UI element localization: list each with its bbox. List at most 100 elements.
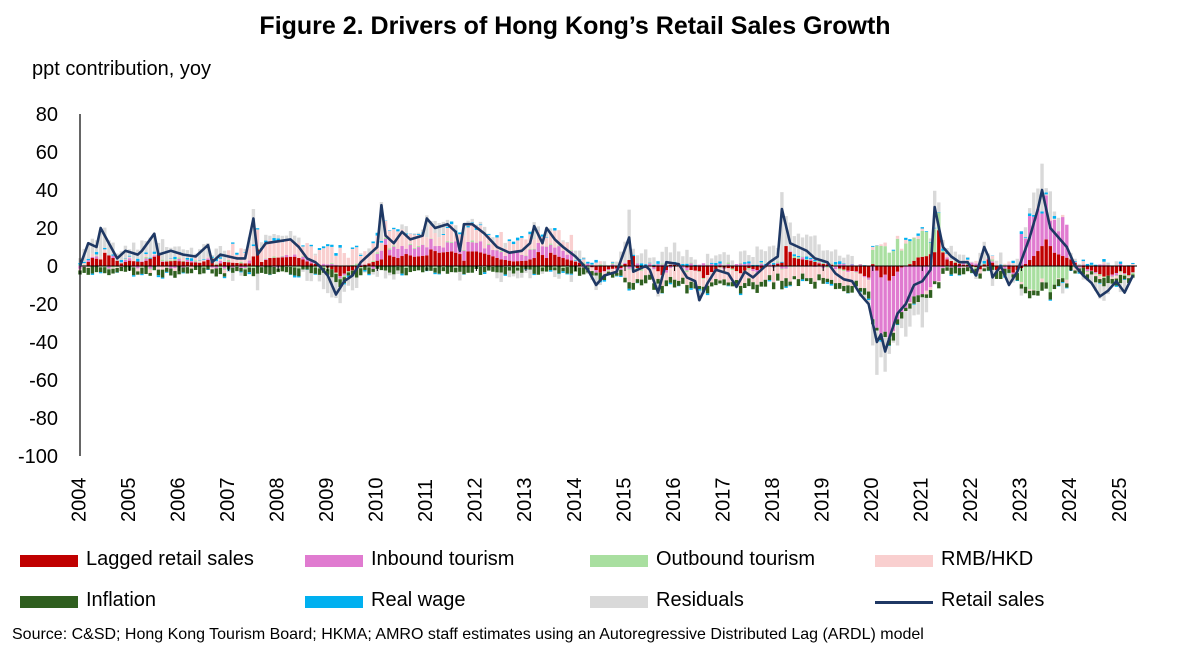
bar-residuals <box>821 250 825 263</box>
bar-residuals <box>148 237 152 258</box>
bar-rmb-hkd <box>1048 216 1052 221</box>
bar-residuals <box>974 276 978 279</box>
bar-residuals <box>1122 280 1127 292</box>
bar-lagged-retail-sales <box>1106 266 1110 276</box>
bar-real-wage <box>503 274 507 276</box>
bar-real-wage <box>557 273 561 275</box>
bar-outbound-tourism <box>557 245 561 247</box>
bar-lagged-retail-sales <box>838 266 842 269</box>
bar-stack <box>850 255 854 293</box>
bar-residuals <box>800 237 805 257</box>
bar-inflation <box>697 286 702 289</box>
bar-real-wage <box>371 241 375 244</box>
bar-lagged-retail-sales <box>875 266 879 271</box>
bar-inflation <box>264 266 268 274</box>
bar-inflation <box>582 267 586 275</box>
bar-real-wage <box>156 275 161 278</box>
bar-lagged-retail-sales <box>160 262 165 266</box>
bar-real-wage <box>218 257 223 259</box>
bar-inflation <box>231 267 235 273</box>
bar-lagged-retail-sales <box>136 261 140 266</box>
bar-rmb-hkd <box>1106 263 1110 265</box>
bar-real-wage <box>321 246 326 249</box>
bar-stack <box>738 251 743 296</box>
bar-real-wage <box>590 262 594 265</box>
bar-inflation <box>259 267 264 273</box>
bar-inflation <box>214 268 218 277</box>
bar-inbound-tourism <box>1081 264 1086 266</box>
bar-stack <box>705 253 710 296</box>
bar-lagged-retail-sales <box>780 262 784 266</box>
bar-stack <box>557 230 561 279</box>
bar-inflation <box>978 273 982 279</box>
bar-residuals <box>255 273 260 291</box>
bar-residuals <box>321 272 326 290</box>
bar-real-wage <box>726 285 730 287</box>
bar-inflation <box>193 266 198 270</box>
bar-residuals <box>1098 283 1102 299</box>
bar-rmb-hkd <box>511 244 516 252</box>
x-tick-label: 2007 <box>217 478 239 523</box>
bar-inbound-tourism <box>879 277 883 335</box>
bar-lagged-retail-sales <box>623 264 627 266</box>
bar-lagged-retail-sales <box>970 264 974 266</box>
bar-stack <box>829 251 834 286</box>
bar-inflation <box>1036 290 1040 296</box>
bar-lagged-retail-sales <box>511 261 516 266</box>
bar-lagged-retail-sales <box>660 266 664 276</box>
bar-outbound-tourism <box>433 266 437 268</box>
bar-real-wage <box>1032 214 1036 217</box>
bar-outbound-tourism <box>429 238 433 239</box>
bar-inflation <box>747 278 751 287</box>
bar-outbound-tourism <box>895 238 900 266</box>
bar-lagged-retail-sales <box>557 256 561 266</box>
bar-lagged-retail-sales <box>747 266 751 268</box>
bar-residuals <box>1106 283 1110 295</box>
bar-real-wage <box>904 237 908 240</box>
bar-stack <box>293 235 297 278</box>
bar-rmb-hkd <box>606 270 611 272</box>
bar-outbound-tourism <box>181 260 185 262</box>
bar-inflation <box>908 303 912 309</box>
bar-real-wage <box>681 264 685 266</box>
bar-inflation <box>1118 274 1123 284</box>
bar-inflation <box>817 274 821 281</box>
bar-outbound-tourism <box>685 270 689 273</box>
bar-rmb-hkd <box>86 266 90 268</box>
bar-real-wage <box>1077 272 1081 274</box>
bar-inflation <box>404 267 408 276</box>
bar-inflation <box>792 276 796 280</box>
bar-real-wage <box>800 279 805 282</box>
bar-rmb-hkd <box>891 330 896 333</box>
bar-rmb-hkd <box>491 241 495 251</box>
bar-real-wage <box>482 272 487 274</box>
bar-inbound-tourism <box>466 241 470 252</box>
bar-inbound-tourism <box>652 267 656 270</box>
bar-stack <box>346 257 351 286</box>
bar-real-wage <box>796 255 801 258</box>
bar-inbound-tourism <box>908 266 912 303</box>
bar-lagged-retail-sales <box>222 262 227 266</box>
bar-lagged-retail-sales <box>412 256 417 266</box>
bar-outbound-tourism <box>549 243 553 245</box>
bar-outbound-tourism <box>891 250 896 266</box>
bar-inbound-tourism <box>441 247 446 253</box>
bar-outbound-tourism <box>606 270 611 271</box>
bar-rmb-hkd <box>268 239 272 259</box>
bar-outbound-tourism <box>582 262 586 265</box>
bar-residuals <box>912 304 916 316</box>
bar-stack <box>152 235 157 271</box>
y-tick-label: -20 <box>29 294 58 316</box>
bar-lagged-retail-sales <box>1052 252 1057 266</box>
bar-rmb-hkd <box>594 262 598 266</box>
bar-residuals <box>404 226 408 234</box>
bar-residuals <box>916 302 920 315</box>
bar-rmb-hkd <box>602 271 607 275</box>
bar-residuals <box>747 255 751 262</box>
bar-inflation <box>1098 279 1102 283</box>
bar-inbound-tourism <box>1036 208 1040 252</box>
bar-lagged-retail-sales <box>383 244 388 266</box>
bar-rmb-hkd <box>251 246 256 257</box>
bar-lagged-retail-sales <box>1048 246 1052 266</box>
bar-rmb-hkd <box>247 248 251 261</box>
